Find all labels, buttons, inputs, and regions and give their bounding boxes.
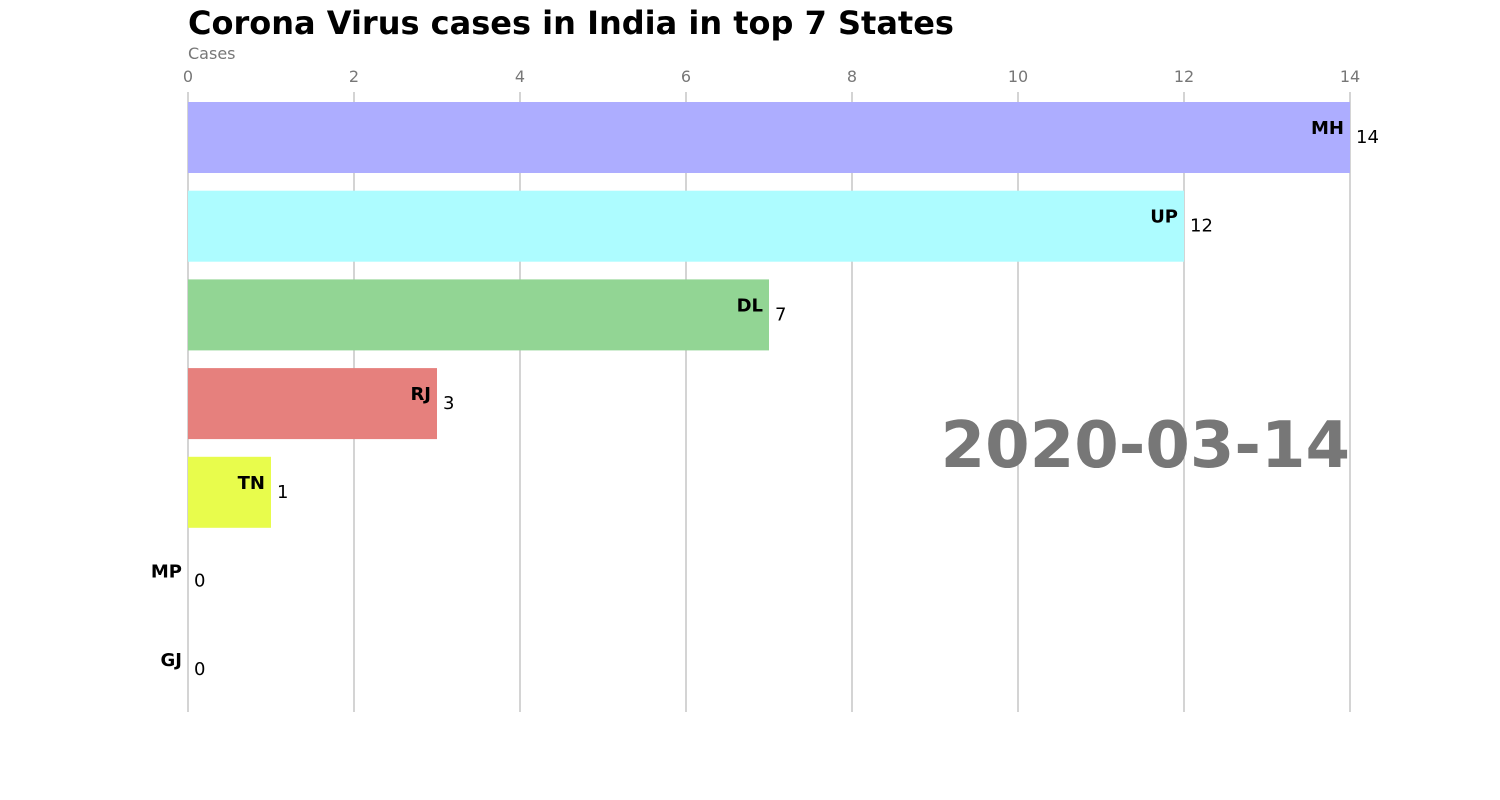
bar-value-label: 0 [194, 571, 205, 592]
bar-value-label: 14 [1356, 127, 1379, 148]
bar-category-label: UP [1150, 207, 1178, 228]
bar-value-label: 12 [1190, 216, 1213, 237]
x-tick-label: 2 [349, 67, 359, 86]
bar [188, 368, 437, 440]
x-tick-label: 0 [183, 67, 193, 86]
x-tick-label: 4 [515, 67, 525, 86]
bar [188, 190, 1184, 262]
x-tick-label: 6 [681, 67, 691, 86]
bar-category-label: GJ [161, 650, 182, 671]
bar-category-label: MP [151, 562, 182, 583]
chart-title: Corona Virus cases in India in top 7 Sta… [188, 4, 954, 42]
bar-group-mh: MH 14 [188, 102, 1379, 173]
bars: MH 14 UP 12 DL 7 RJ 3 TN 1 MP 0 GJ 0 [151, 102, 1379, 680]
bar-group-mp: MP 0 [151, 562, 206, 592]
bar-category-label: MH [1311, 118, 1344, 139]
bar-category-label: DL [737, 295, 763, 316]
bar-group-up: UP 12 [188, 190, 1213, 262]
bar [188, 102, 1350, 173]
x-tick-label: 14 [1340, 67, 1360, 86]
bar-value-label: 1 [277, 482, 288, 503]
bar [188, 456, 271, 528]
bar-group-dl: DL 7 [188, 279, 786, 351]
x-axis-label: Cases [188, 44, 236, 63]
x-axis-ticks: 0 2 4 6 8 10 12 14 [183, 67, 1360, 86]
bar-category-label: RJ [410, 384, 431, 405]
bar [188, 279, 769, 351]
bar-value-label: 7 [775, 304, 786, 325]
bar-value-label: 3 [443, 393, 454, 414]
bar-value-label: 0 [194, 659, 205, 680]
bar-group-tn: TN 1 [188, 456, 288, 528]
x-tick-label: 10 [1008, 67, 1028, 86]
x-tick-label: 8 [847, 67, 857, 86]
bar-group-gj: GJ 0 [161, 650, 206, 680]
bar-category-label: TN [238, 473, 265, 494]
date-stamp: 2020-03-14 [941, 409, 1350, 483]
bar-group-rj: RJ 3 [188, 368, 454, 440]
x-tick-label: 12 [1174, 67, 1194, 86]
